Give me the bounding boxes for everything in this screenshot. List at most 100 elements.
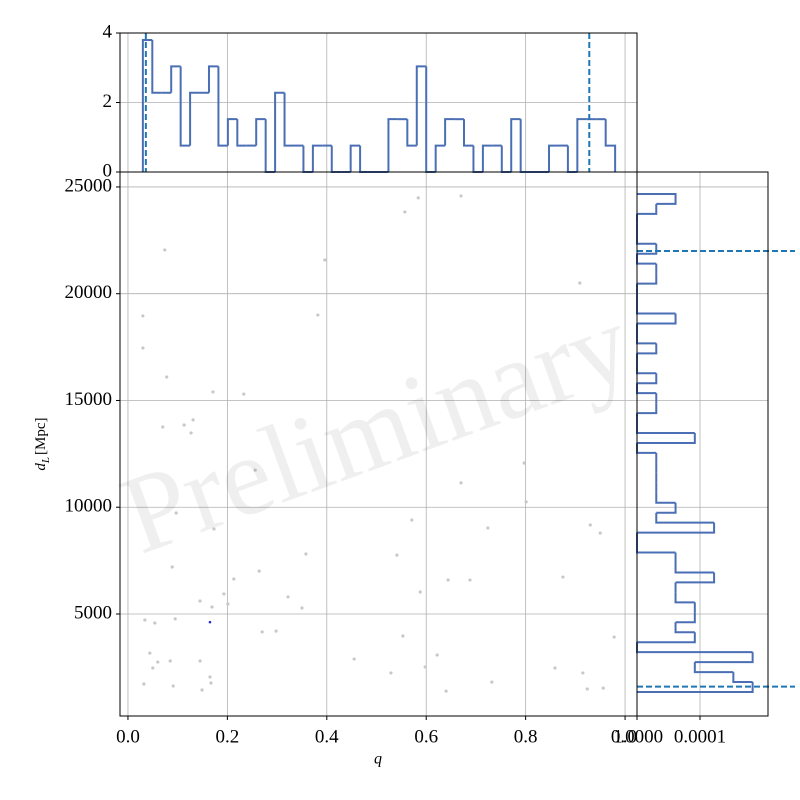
scatter-point (300, 606, 304, 610)
scatter-point (401, 634, 405, 638)
scatter-point (198, 659, 202, 663)
scatter-point (161, 425, 165, 429)
y-tick-label: 20000 (65, 282, 113, 303)
scatter-point (581, 671, 585, 675)
histogram-bin (207, 65, 219, 93)
histogram-bin (463, 119, 474, 147)
histogram-bin (226, 118, 238, 146)
axes-frame (119, 32, 638, 173)
scatter-point (486, 526, 490, 530)
scatter-point (403, 210, 407, 214)
scatter-point (168, 659, 172, 663)
scatter-point (165, 375, 169, 379)
scatter-point (561, 575, 565, 579)
histogram-bin (170, 65, 181, 93)
histogram-bin (311, 144, 323, 172)
y-label-symbol: d (33, 463, 49, 471)
scatter-point (212, 527, 216, 531)
scatter-point (286, 595, 290, 599)
scatter-point (148, 651, 152, 655)
x-tick-label: 0.6 (414, 726, 438, 747)
histogram-bin (217, 66, 228, 147)
scatter-point (191, 418, 195, 422)
histogram-bin (694, 652, 754, 664)
scatter-point (210, 605, 214, 609)
histogram-bin (674, 562, 715, 574)
scatter-point (208, 675, 212, 679)
y-tick-label: 0 (103, 160, 113, 181)
histogram-bin (283, 92, 294, 147)
y-label-subscript: L (40, 457, 52, 464)
scatter-point (416, 196, 420, 200)
scatter-point (459, 194, 463, 198)
histogram-bin (444, 118, 455, 146)
histogram-bin (637, 192, 677, 205)
histogram-bin (349, 144, 361, 172)
y-tick-label: 4 (103, 21, 113, 42)
scatter-point (459, 481, 463, 485)
scatter-point (578, 281, 582, 285)
y-tick-label: 10000 (65, 496, 113, 517)
y-label-unit: [Mpc] (33, 417, 49, 455)
scatter-point (226, 602, 230, 606)
histogram-bin (434, 144, 446, 172)
histogram-bin (693, 662, 734, 674)
scatter-point (198, 599, 202, 603)
x-axis-label: q (374, 751, 382, 768)
scatter-point (260, 630, 264, 634)
scatter-point (222, 592, 226, 596)
scatter-point (601, 686, 605, 690)
x-tick-label: 1.0 (613, 726, 637, 747)
highlight-point (208, 620, 212, 624)
histogram-bin (604, 119, 617, 172)
scatter-point (588, 523, 592, 527)
scatter-point (189, 431, 193, 435)
scatter-point (585, 687, 589, 691)
histogram-bin (576, 118, 587, 172)
scatter-point (242, 392, 246, 396)
axes-frame (636, 171, 769, 717)
plot-layer: 0.0 0.2 0.4 0.6 0.8 1.0 5000 10000 15000 20000 250… (65, 21, 795, 747)
scatter-point (151, 666, 155, 670)
histogram-bin (510, 118, 521, 172)
scatter-point (143, 618, 147, 622)
scatter-point (163, 248, 167, 252)
histogram-bin (655, 512, 715, 524)
scatter-point (490, 680, 494, 684)
scatter-point (524, 500, 528, 504)
histogram-bin (637, 682, 754, 693)
scatter-point (153, 621, 157, 625)
histogram-bin (189, 91, 200, 146)
scatter-point (598, 531, 602, 535)
scatter-point (274, 629, 278, 633)
histogram-bin (637, 243, 658, 255)
scatter-point (444, 689, 448, 693)
scatter-point (173, 617, 177, 621)
histogram-bin (141, 38, 153, 172)
histogram-bin (675, 572, 716, 584)
scatter-point (257, 569, 261, 573)
histogram-bin (732, 672, 753, 684)
histogram-bin (674, 622, 695, 634)
scatter-point (170, 565, 174, 569)
scatter-point (182, 423, 186, 427)
scatter-point (141, 346, 145, 350)
histogram-bin (548, 144, 559, 172)
histogram-bin (406, 119, 417, 147)
histogram-bin (637, 403, 658, 415)
scatter-point (142, 682, 146, 686)
histogram-bin (274, 91, 285, 172)
scatter-point (446, 578, 450, 582)
scatter-point (522, 461, 526, 465)
y-tick-label: 25000 (65, 175, 113, 196)
y-tick-label: 15000 (65, 389, 113, 410)
histogram-bin (415, 65, 427, 146)
scatter-point (209, 681, 213, 685)
histogram-bin (637, 343, 658, 355)
histogram-bin (675, 612, 696, 624)
histogram-bin (179, 66, 191, 147)
scatter-point (612, 635, 616, 639)
